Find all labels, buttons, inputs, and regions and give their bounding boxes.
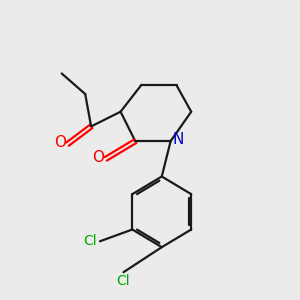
Text: Cl: Cl (117, 274, 130, 288)
Text: O: O (92, 150, 104, 165)
Text: N: N (172, 132, 184, 147)
Text: O: O (54, 135, 66, 150)
Text: Cl: Cl (83, 234, 97, 248)
